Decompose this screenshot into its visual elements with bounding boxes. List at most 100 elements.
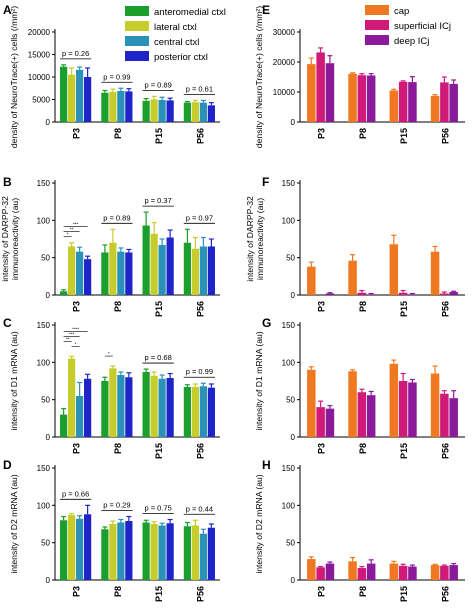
bar — [158, 99, 166, 122]
x-tick-label: P8 — [113, 128, 123, 139]
bar — [142, 100, 150, 122]
x-tick-label: P56 — [440, 301, 450, 317]
x-tick-label: P56 — [195, 443, 205, 459]
x-tick-label: P8 — [358, 301, 368, 312]
y-tick-label: 50 — [286, 254, 295, 263]
bar — [142, 522, 150, 580]
significance-stars: ** — [70, 227, 74, 232]
p-value-label: p = 0.44 — [186, 504, 213, 513]
bar — [307, 266, 316, 295]
bar — [389, 563, 399, 580]
y-axis-label: immunoreactivity (au) — [255, 198, 265, 280]
p-value-label: p = 0.37 — [144, 196, 171, 205]
bar — [408, 294, 417, 295]
bar — [440, 393, 449, 437]
significance-stars: *** — [73, 222, 79, 227]
bar — [398, 81, 408, 122]
y-tick-label: 100 — [282, 501, 296, 510]
bar — [440, 293, 449, 295]
y-tick-label: 0 — [46, 291, 51, 300]
bar — [430, 251, 440, 295]
y-axis-label: density of NeuroTrace(+) cells (/mm²) — [254, 6, 264, 148]
bar — [84, 77, 92, 122]
bar — [158, 244, 166, 295]
bar — [430, 565, 440, 580]
y-axis-label: intensity of D2 mRNA (au) — [9, 474, 19, 573]
bar — [117, 375, 125, 437]
y-tick-label: 100 — [282, 216, 296, 225]
y-axis-label: intensity of D1 mRNA (au) — [254, 331, 264, 430]
y-tick-label: 0 — [291, 291, 296, 300]
bar — [60, 291, 68, 295]
panel-letter: D — [3, 458, 12, 472]
legend-swatch — [125, 21, 149, 31]
bar — [109, 368, 117, 437]
bar — [84, 378, 92, 437]
bar — [125, 252, 133, 295]
bar — [76, 518, 84, 580]
bar — [117, 251, 125, 295]
bar — [389, 90, 399, 122]
y-axis-label: immunoreactivity (au) — [10, 198, 20, 280]
panel-letter: B — [3, 175, 12, 189]
x-tick-label: P8 — [358, 128, 368, 139]
bar — [357, 392, 367, 437]
bar — [316, 567, 325, 580]
p-value-label: p = 0.75 — [144, 504, 171, 513]
y-tick-label: 100 — [37, 216, 51, 225]
p-value-label: p = 0.66 — [62, 489, 89, 498]
bar — [430, 95, 440, 122]
bar — [142, 225, 150, 295]
bar — [449, 398, 458, 437]
legend-swatch — [365, 5, 389, 15]
x-tick-label: P56 — [195, 586, 205, 602]
bar — [84, 514, 92, 580]
bar — [207, 387, 215, 437]
p-value-label: p = 0.68 — [144, 353, 171, 362]
x-tick-label: P8 — [113, 443, 123, 454]
bar — [142, 372, 150, 437]
bar — [207, 246, 215, 295]
x-tick-label: P56 — [440, 128, 450, 144]
bar — [440, 565, 449, 580]
legend-label: deep ICj — [394, 36, 429, 47]
x-tick-label: P15 — [154, 128, 164, 144]
bar — [109, 242, 117, 295]
x-tick-label: P56 — [440, 443, 450, 459]
bar — [348, 260, 357, 295]
bar — [150, 233, 158, 295]
bar — [207, 105, 215, 122]
y-tick-label: 0 — [46, 433, 51, 442]
bar — [76, 251, 84, 295]
y-tick-label: 50 — [41, 396, 50, 405]
bar — [307, 559, 316, 580]
bar — [109, 524, 117, 580]
x-tick-label: P8 — [113, 301, 123, 312]
bar — [449, 83, 458, 122]
x-tick-label: P8 — [113, 586, 123, 597]
bar — [191, 525, 199, 580]
bar — [316, 52, 325, 122]
significance-stars: * — [67, 232, 69, 237]
significance-stars: * — [75, 341, 77, 346]
bar — [199, 386, 207, 437]
bar — [101, 252, 109, 295]
bar — [125, 377, 133, 437]
x-tick-label: P15 — [154, 301, 164, 317]
bar — [366, 75, 376, 122]
bar — [109, 91, 117, 122]
bar — [150, 524, 158, 580]
bar — [366, 395, 376, 437]
x-tick-label: P3 — [72, 301, 82, 312]
p-value-label: p = 0.89 — [144, 80, 171, 89]
x-tick-label: P15 — [154, 443, 164, 459]
bar — [199, 533, 207, 580]
x-tick-label: P15 — [399, 301, 409, 317]
legend-label: cap — [394, 6, 409, 17]
legend-swatch — [365, 20, 389, 30]
panel-letter: A — [3, 3, 12, 17]
